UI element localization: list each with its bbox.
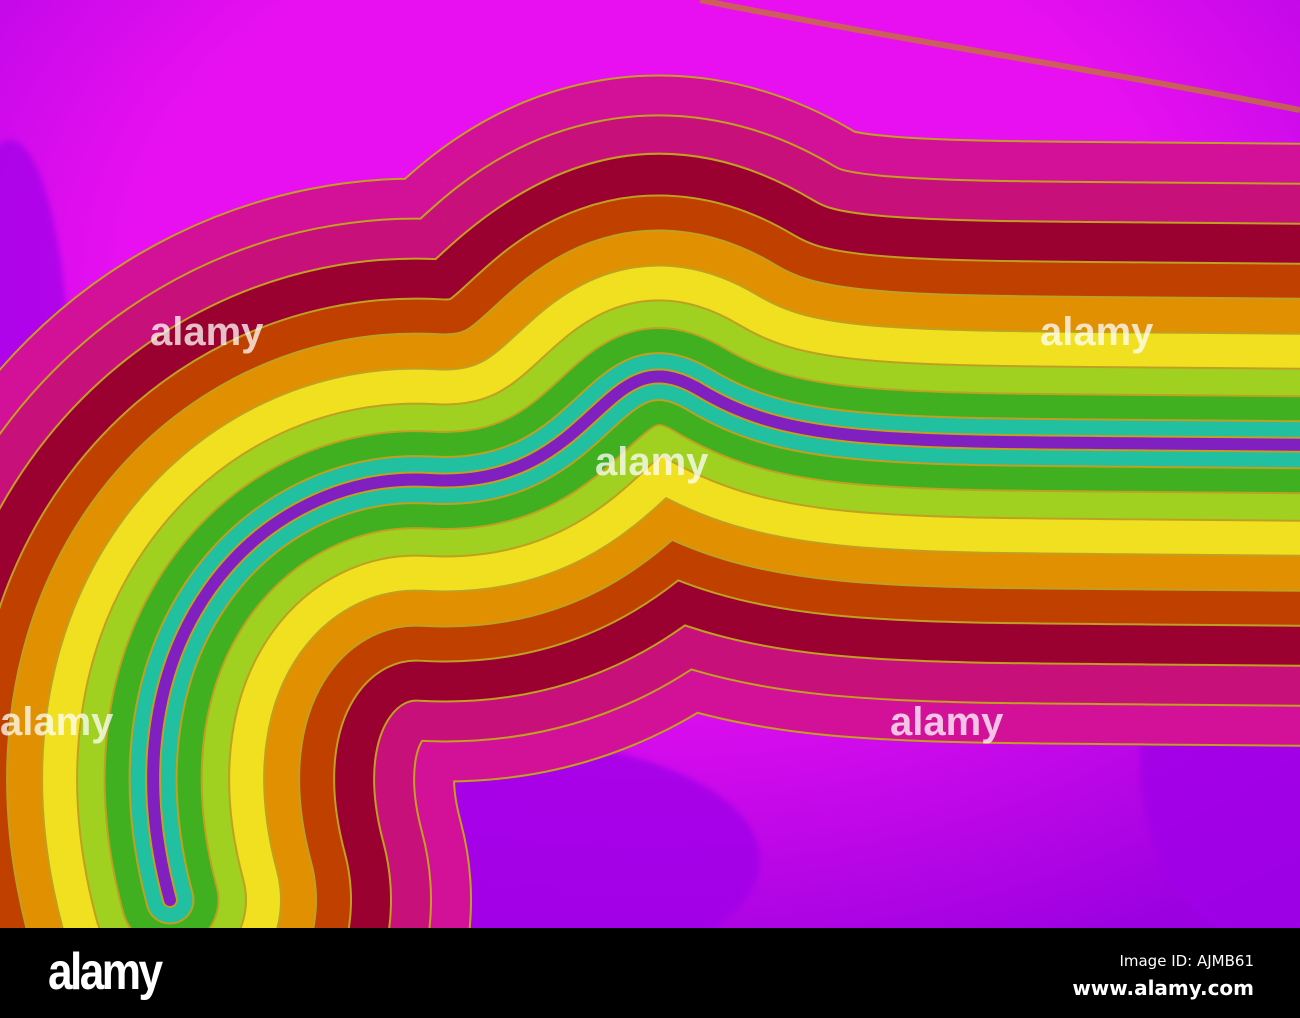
top-streak [699, 0, 1300, 113]
fractal-swirl-artwork: alamy alamy alamy alamy alamy [0, 0, 1300, 928]
watermark: alamy [595, 440, 709, 484]
alamy-logo: alamy [48, 943, 163, 1001]
color-band [147, 370, 1300, 906]
footer-bar: alamy Image ID: AJMB61 www.alamy.com [0, 928, 1300, 1018]
image-id: Image ID: AJMB61 [1119, 952, 1254, 970]
watermark: alamy [0, 700, 114, 744]
website-link: www.alamy.com [1072, 976, 1254, 1000]
watermark: alamy [1040, 310, 1154, 354]
watermark: alamy [150, 310, 264, 354]
watermark: alamy [890, 700, 1004, 744]
